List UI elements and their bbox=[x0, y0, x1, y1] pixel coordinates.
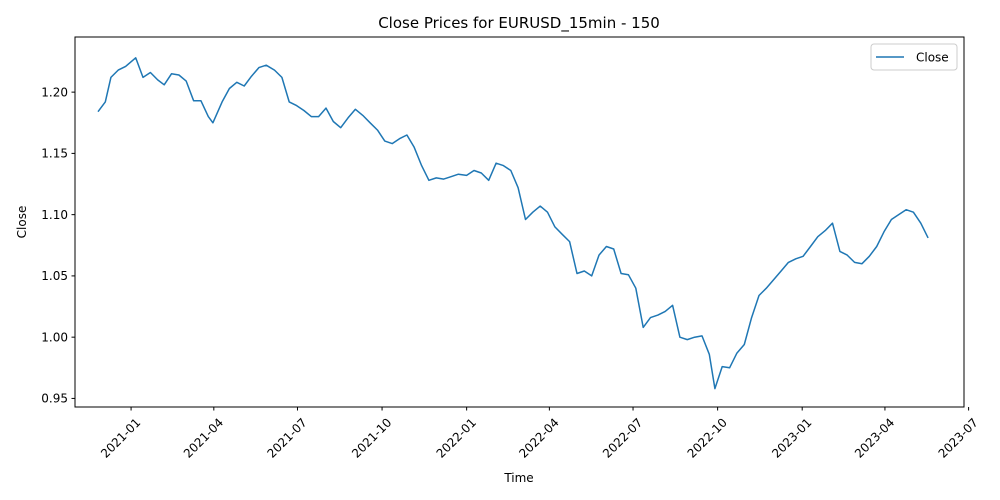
y-tick-label: 0.95 bbox=[41, 392, 68, 406]
plot-area: 0.951.001.051.101.151.20 2021-01 2021-04 2… bbox=[41, 36, 981, 461]
x-axis-title: Time bbox=[503, 471, 533, 485]
y-tick-label: 1.20 bbox=[41, 85, 68, 99]
series-line-close bbox=[97, 57, 929, 390]
y-tick-label: 1.00 bbox=[41, 330, 68, 344]
chart-title: Close Prices for EURUSD_15min - 150 bbox=[378, 14, 660, 33]
y-axis-title: Close bbox=[15, 206, 29, 239]
y-tick-label: 1.15 bbox=[41, 147, 68, 161]
legend: Close bbox=[870, 43, 958, 71]
legend-label-close: Close bbox=[916, 51, 949, 65]
y-tick-label: 1.05 bbox=[41, 269, 68, 283]
legend-box bbox=[870, 43, 958, 71]
y-tick-label: 1.10 bbox=[41, 208, 68, 222]
plot-frame bbox=[74, 36, 965, 408]
series-layer bbox=[97, 57, 929, 390]
y-axis: 0.95 1.00 1.05 1.10 1.15 1.20 bbox=[41, 85, 75, 406]
